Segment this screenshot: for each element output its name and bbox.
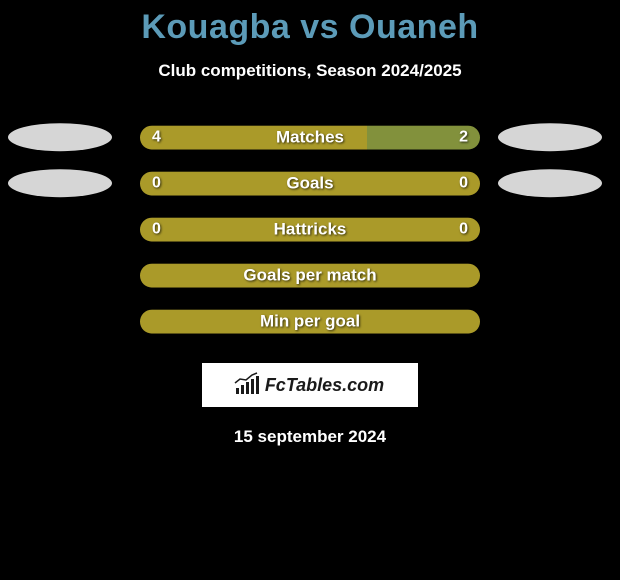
stat-row: Min per goal: [0, 301, 620, 347]
stat-label: Min per goal: [260, 312, 360, 332]
player2-name: Ouaneh: [349, 8, 479, 46]
stat-label: Matches: [276, 128, 344, 148]
stat-value-player1: 0: [152, 175, 161, 193]
player1-badge: [8, 169, 112, 197]
player2-badge: [498, 169, 602, 197]
stat-value-player1: 0: [152, 221, 161, 239]
stat-row: Hattricks 0 0: [0, 209, 620, 255]
comparison-title: Kouagba vs Ouaneh: [0, 8, 620, 47]
stat-label: Hattricks: [274, 220, 347, 240]
stat-label: Goals: [286, 174, 333, 194]
stat-bar: Matches 4 2: [140, 126, 480, 150]
stat-bar: Hattricks 0 0: [140, 218, 480, 242]
stat-label: Goals per match: [243, 266, 376, 286]
stats-rows: Matches 4 2 Goals 0 0 Hattricks 0 0 Goals per mat…: [0, 117, 620, 347]
stat-value-player2: 0: [459, 221, 468, 239]
stat-value-player2: 0: [459, 175, 468, 193]
player2-badge: [498, 123, 602, 151]
vs-text: vs: [300, 8, 339, 46]
stat-value-player1: 4: [152, 129, 161, 147]
stat-row: Goals 0 0: [0, 163, 620, 209]
date-label: 15 september 2024: [0, 427, 620, 447]
stat-bar: Min per goal: [140, 310, 480, 334]
stat-bar: Goals per match: [140, 264, 480, 288]
logo-chart-icon: [236, 376, 259, 394]
fctables-logo: FcTables.com: [202, 363, 418, 407]
player1-name: Kouagba: [141, 8, 290, 46]
logo-text: FcTables.com: [265, 375, 384, 396]
stat-bar: Goals 0 0: [140, 172, 480, 196]
stat-value-player2: 2: [459, 129, 468, 147]
player1-badge: [8, 123, 112, 151]
subtitle: Club competitions, Season 2024/2025: [0, 61, 620, 81]
stat-row: Matches 4 2: [0, 117, 620, 163]
stat-row: Goals per match: [0, 255, 620, 301]
